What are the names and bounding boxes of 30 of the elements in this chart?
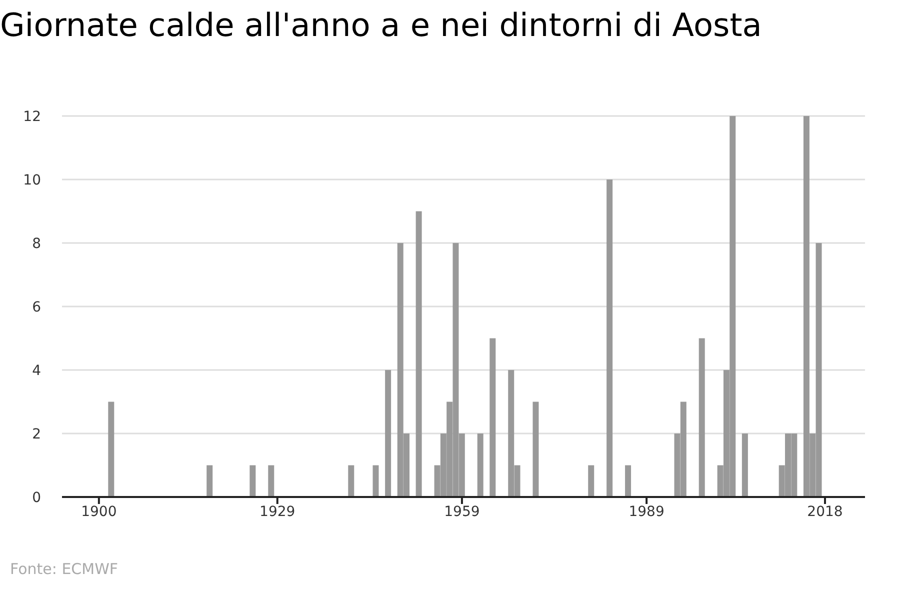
bar <box>742 434 748 497</box>
bar <box>698 338 705 497</box>
bar <box>108 402 114 497</box>
x-tick-label: 1929 <box>260 504 296 520</box>
bar <box>250 465 256 497</box>
bar <box>348 465 354 497</box>
bar <box>532 402 539 497</box>
y-tick-label: 4 <box>32 362 42 379</box>
bar <box>385 370 392 497</box>
y-tick-label: 6 <box>32 299 42 316</box>
bar <box>490 338 496 497</box>
y-tick-label: 8 <box>32 236 41 252</box>
y-tick-label: 2 <box>32 426 41 442</box>
x-tick-label: 2018 <box>807 504 843 520</box>
x-tick-label: 1900 <box>81 504 117 520</box>
y-tick-label: 10 <box>23 172 41 188</box>
bar <box>372 465 379 497</box>
bar <box>477 434 484 497</box>
y-tick-label: 12 <box>23 108 41 125</box>
bar <box>625 465 632 497</box>
x-tick-label: 1959 <box>444 504 480 520</box>
source-note: Fonte: ECMWF <box>10 560 118 578</box>
y-tick-label: 0 <box>32 490 41 506</box>
bar <box>416 211 422 497</box>
bar <box>206 465 213 497</box>
bar <box>588 465 594 497</box>
bar <box>606 180 613 497</box>
x-tick-label: 1989 <box>628 504 664 520</box>
chart-title: Giornate calde all'anno a e nei dintorni di Aosta <box>0 6 762 44</box>
bar <box>268 465 274 497</box>
